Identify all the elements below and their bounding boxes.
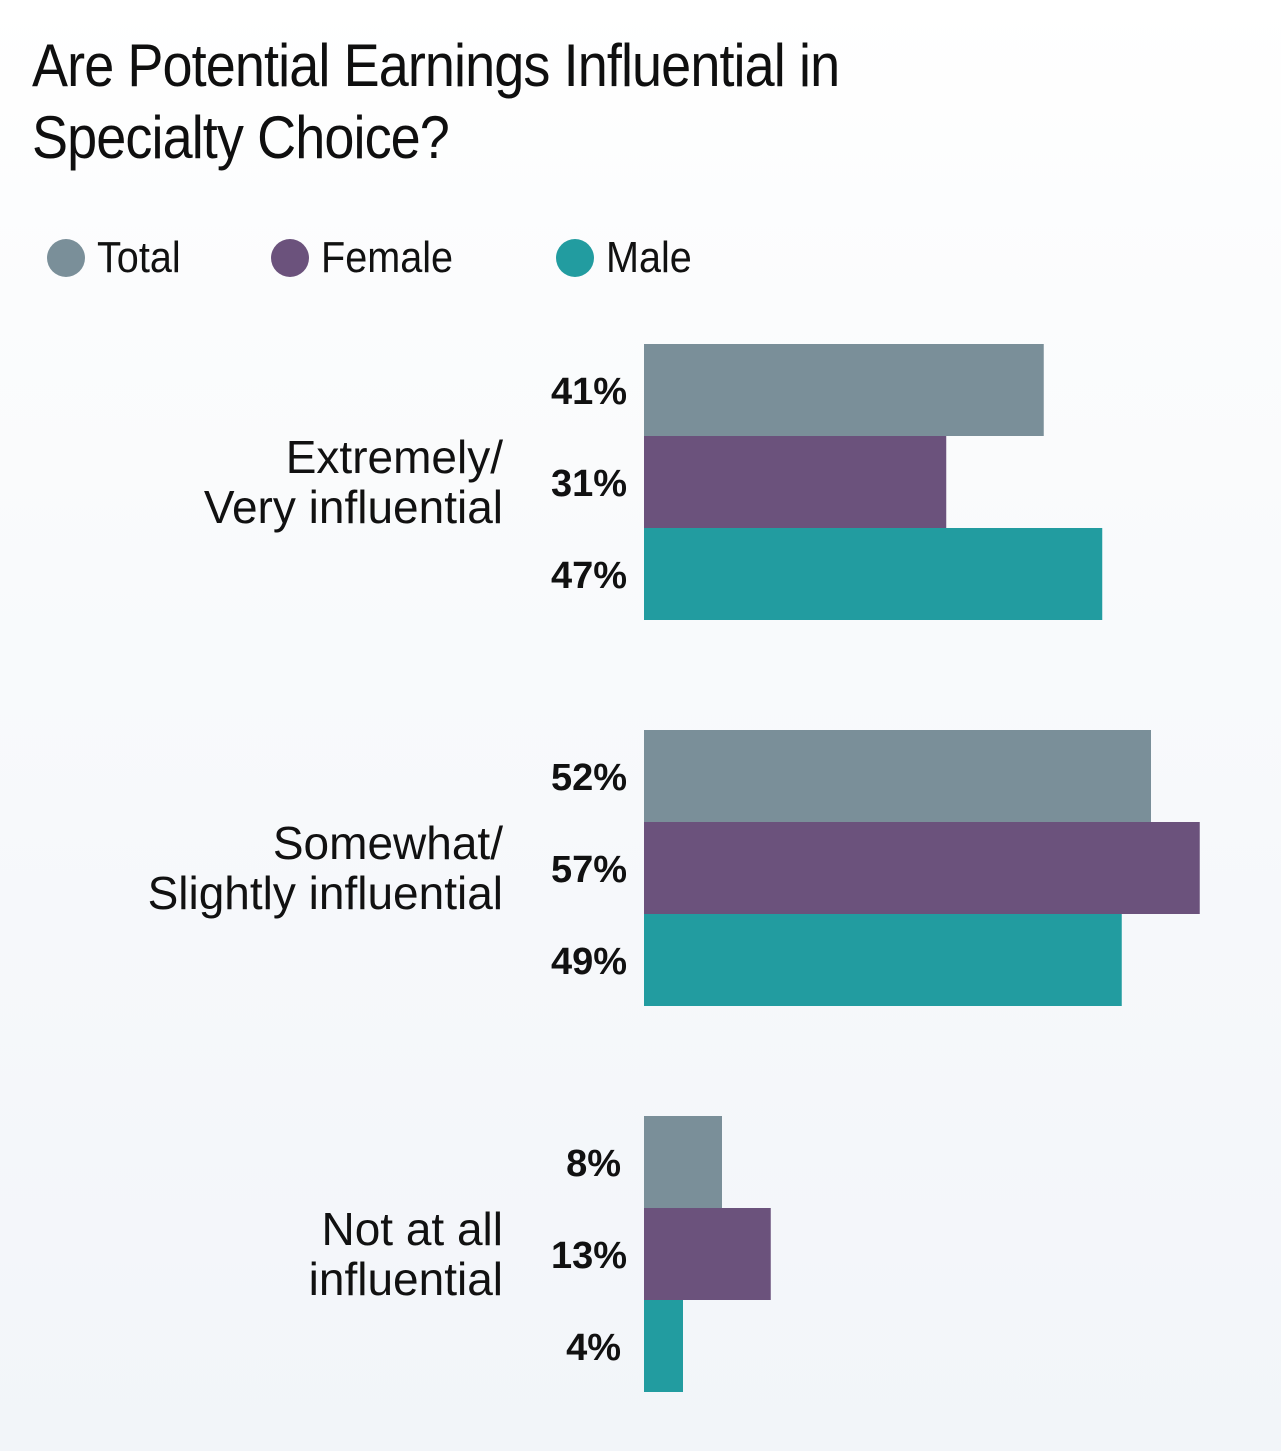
value-label-female-not-at-all-influential: 13%	[551, 1235, 627, 1277]
bar-group-not-at-all-influential: 8% 13% 4%	[551, 1116, 771, 1392]
category-label-line: Very influential	[204, 481, 503, 533]
value-label-total-extremely-very-influential: 41%	[551, 371, 627, 413]
bar-total-not-at-all-influential	[644, 1116, 722, 1208]
value-label-male-not-at-all-influential: 4%	[566, 1327, 621, 1369]
category-label-extremely-very-influential: Extremely/Very influential	[204, 431, 503, 533]
value-label-male-extremely-very-influential: 47%	[551, 555, 627, 597]
legend: Total Female Male	[0, 230, 800, 286]
bar-female-somewhat-slightly-influential	[644, 822, 1200, 914]
legend-swatch-male	[556, 239, 594, 277]
value-label-female-extremely-very-influential: 31%	[551, 463, 627, 505]
value-label-total-not-at-all-influential: 8%	[566, 1143, 621, 1185]
value-label-female-somewhat-slightly-influential: 57%	[551, 849, 627, 891]
bar-male-not-at-all-influential	[644, 1300, 683, 1392]
category-label-line: influential	[309, 1253, 503, 1305]
category-label-line: Extremely/	[286, 431, 503, 483]
chart-title-line-1: Are Potential Earnings Influential in	[32, 32, 840, 99]
category-label-not-at-all-influential: Not at all influential	[309, 1203, 503, 1305]
chart-title: Are Potential Earnings Influential in Sp…	[32, 30, 1112, 174]
category-label-somewhat-slightly-influential: Somewhat/Slightly influential	[148, 817, 504, 919]
chart-title-line-2: Specialty Choice?	[32, 104, 450, 171]
legend-label-female: Female	[321, 233, 454, 282]
legend-swatch-female	[271, 239, 309, 277]
legend-swatch-total	[47, 239, 85, 277]
category-label-line: Somewhat/	[273, 817, 503, 869]
bar-total-extremely-very-influential	[644, 344, 1044, 436]
legend-label-male: Male	[606, 233, 692, 282]
bar-male-somewhat-slightly-influential	[644, 914, 1122, 1006]
legend-label-total: Total	[97, 233, 181, 282]
value-label-male-somewhat-slightly-influential: 49%	[551, 941, 627, 983]
bar-male-extremely-very-influential	[644, 528, 1103, 620]
bar-group-extremely-very-influential: 41% 31% 47%	[551, 344, 1103, 620]
bar-female-extremely-very-influential	[644, 436, 947, 528]
bar-female-not-at-all-influential	[644, 1208, 771, 1300]
bar-total-somewhat-slightly-influential	[644, 730, 1151, 822]
bar-group-somewhat-slightly-influential: 52% 57% 49%	[551, 730, 1200, 1006]
value-label-total-somewhat-slightly-influential: 52%	[551, 757, 627, 799]
category-label-line: Slightly influential	[148, 867, 503, 919]
category-label-line: Not at all	[321, 1203, 503, 1255]
